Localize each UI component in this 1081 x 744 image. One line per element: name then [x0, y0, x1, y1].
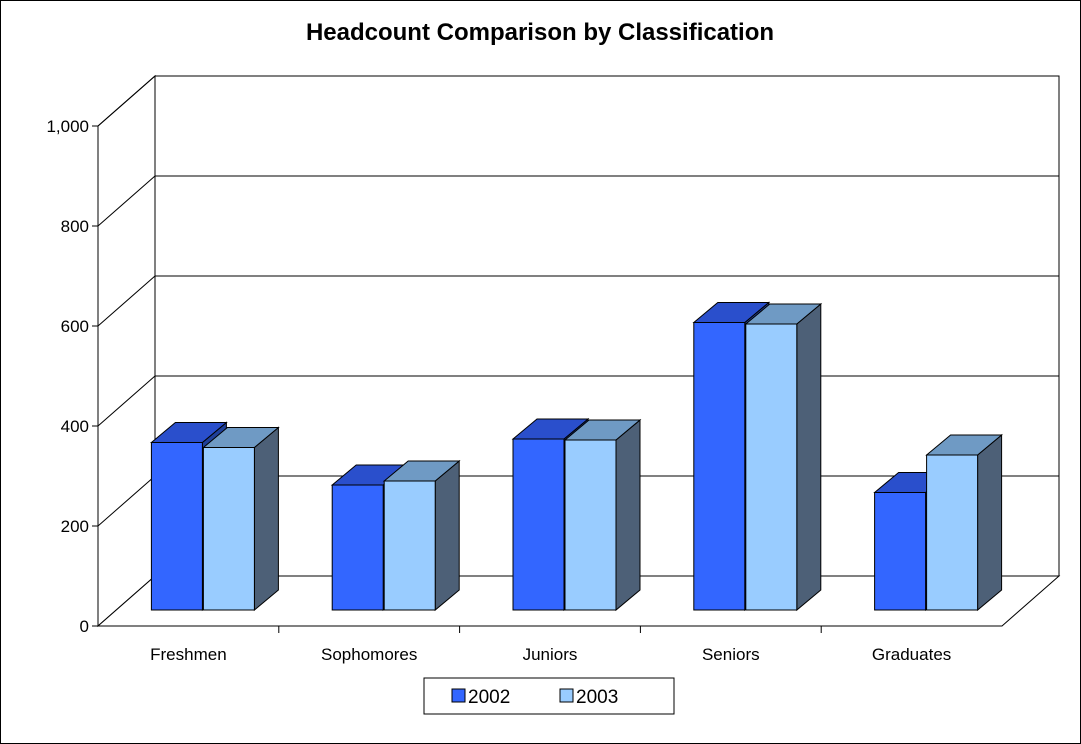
- legend-swatch: [559, 688, 574, 703]
- gridline: [97, 175, 1059, 227]
- legend-label: 2002: [468, 687, 510, 708]
- y-axis: 0 200 400 600 800 1,000: [46, 117, 99, 636]
- x-tick-label: Seniors: [702, 645, 760, 664]
- legend-swatch: [451, 688, 466, 703]
- bar-2003-sophomores: [382, 459, 461, 612]
- x-tick-label: Graduates: [872, 645, 951, 664]
- gridline: [97, 275, 1059, 327]
- y-tick-label: 0: [80, 617, 89, 636]
- gridline: [97, 75, 1059, 127]
- y-tick-label: 200: [61, 517, 89, 536]
- x-tick-label: Freshmen: [150, 645, 227, 664]
- bar-2003-freshmen: [202, 426, 280, 612]
- legend-label: 2003: [576, 687, 618, 708]
- y-tick-label: 1,000: [46, 117, 89, 136]
- bar-2003-graduates: [925, 433, 1003, 612]
- x-tick-label: Juniors: [523, 645, 578, 664]
- side-wall: [97, 74, 156, 628]
- y-tick-label: 400: [61, 417, 89, 436]
- y-tick-label: 600: [61, 317, 89, 336]
- legend-box: [423, 677, 675, 715]
- y-tick-label: 800: [61, 217, 89, 236]
- bar-2003-juniors: [563, 418, 642, 612]
- legend: 2002 2003: [423, 677, 675, 715]
- bars: [150, 301, 1003, 612]
- bar-2003-seniors: [744, 302, 823, 612]
- chart-title: Headcount Comparison by Classification: [306, 19, 774, 46]
- x-axis: Freshmen Sophomores Juniors Seniors Graduate…: [98, 625, 1002, 664]
- x-tick-label: Sophomores: [321, 645, 417, 664]
